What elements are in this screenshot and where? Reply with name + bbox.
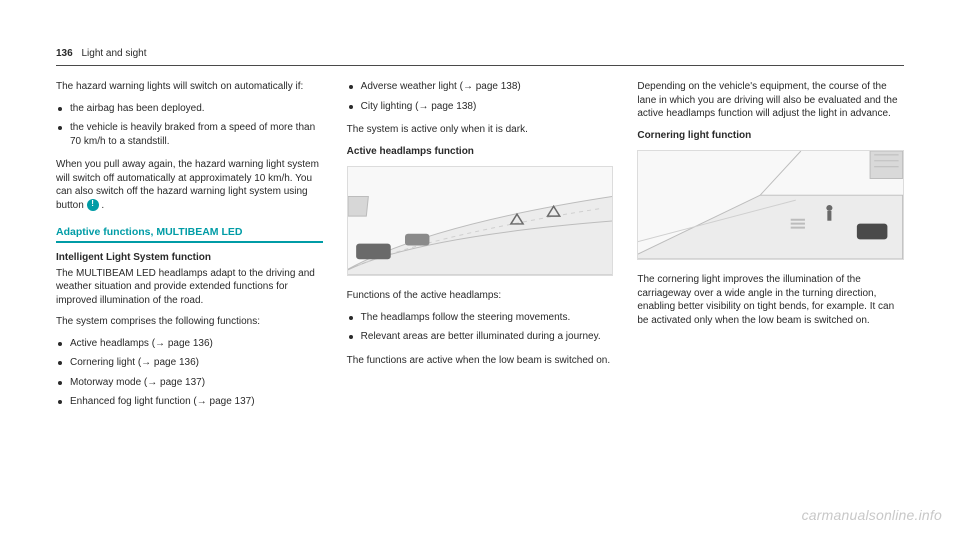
list-item: the airbag has been deployed. bbox=[56, 102, 323, 116]
list-item: City lighting (→ page 138) bbox=[347, 100, 614, 114]
page-number: 136 bbox=[56, 48, 73, 59]
column-1: The hazard warning lights will switch on… bbox=[56, 80, 323, 419]
cornering-light-illustration bbox=[637, 150, 904, 260]
section-title-adaptive: Adaptive functions, MULTIBEAM LED bbox=[56, 226, 323, 243]
hazard-off-paragraph: When you pull away again, the hazard war… bbox=[56, 158, 323, 212]
list-item: Relevant areas are better illuminated du… bbox=[347, 330, 614, 344]
list-item: The headlamps follow the steering moveme… bbox=[347, 311, 614, 325]
list-item: Active headlamps (→ page 136) bbox=[56, 337, 323, 351]
intelligent-light-body: The MULTIBEAM LED headlamps adapt to the… bbox=[56, 267, 323, 308]
equipment-note: Depending on the vehicle's equipment, th… bbox=[637, 80, 904, 121]
active-headlamps-illustration bbox=[347, 166, 614, 276]
subhead-intelligent-light: Intelligent Light System function bbox=[56, 251, 323, 265]
functions-list: Active headlamps (→ page 136) Cornering … bbox=[56, 337, 323, 409]
subhead-cornering-light: Cornering light function bbox=[637, 129, 904, 143]
hazard-conditions-list: the airbag has been deployed. the vehicl… bbox=[56, 102, 323, 149]
active-headlamps-intro: Functions of the active headlamps: bbox=[347, 289, 614, 303]
list-item: the vehicle is heavily braked from a spe… bbox=[56, 121, 323, 148]
system-active-note: The system is active only when it is dar… bbox=[347, 123, 614, 137]
text-fragment: . bbox=[101, 200, 104, 211]
cornering-light-body: The cornering light improves the illumin… bbox=[637, 273, 904, 327]
header-rule bbox=[56, 65, 904, 66]
list-item: Adverse weather light (→ page 138) bbox=[347, 80, 614, 94]
list-item: Cornering light (→ page 136) bbox=[56, 356, 323, 370]
list-item: Motorway mode (→ page 137) bbox=[56, 376, 323, 390]
column-2: Adverse weather light (→ page 138) City … bbox=[347, 80, 614, 419]
page-header: 136 Light and sight bbox=[56, 48, 904, 59]
section-name: Light and sight bbox=[81, 48, 146, 59]
list-item: Enhanced fog light function (→ page 137) bbox=[56, 395, 323, 409]
column-3: Depending on the vehicle's equipment, th… bbox=[637, 80, 904, 419]
subhead-active-headlamps: Active headlamps function bbox=[347, 145, 614, 159]
functions-intro: The system comprises the following funct… bbox=[56, 315, 323, 329]
active-headlamps-note: The functions are active when the low be… bbox=[347, 354, 614, 368]
watermark: carmanualsonline.info bbox=[802, 507, 942, 523]
functions-list-cont: Adverse weather light (→ page 138) City … bbox=[347, 80, 614, 113]
content-columns: The hazard warning lights will switch on… bbox=[56, 80, 904, 419]
hazard-intro: The hazard warning lights will switch on… bbox=[56, 80, 323, 94]
hazard-button-icon: ! bbox=[87, 199, 99, 211]
active-headlamps-list: The headlamps follow the steering moveme… bbox=[347, 311, 614, 344]
